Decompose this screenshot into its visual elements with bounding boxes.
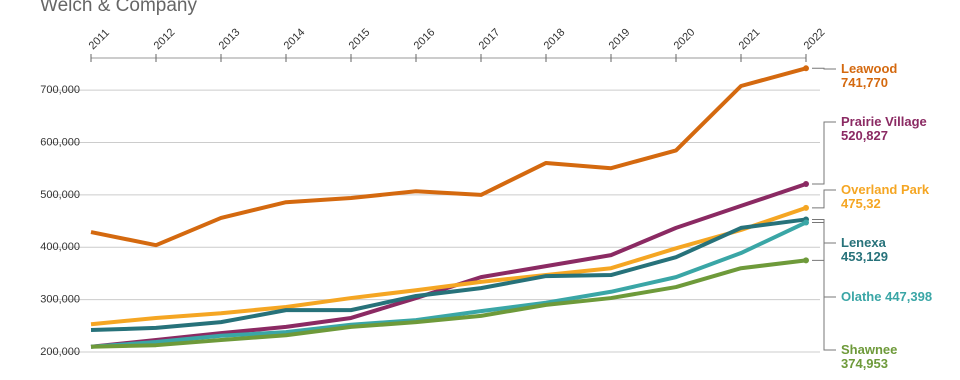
source: Welch & Company bbox=[40, 0, 197, 16]
leader-line bbox=[812, 121, 836, 185]
series-label: Shawnee 374,953 bbox=[841, 343, 933, 371]
value-label: 741,770 bbox=[841, 75, 888, 90]
value-label: 453,129 bbox=[841, 249, 888, 264]
x-tick-label: 2022 bbox=[802, 26, 828, 52]
x-tick-label: 2016 bbox=[412, 26, 438, 52]
y-tick-label: 400,000 bbox=[40, 241, 80, 253]
legend-entry: Olathe bbox=[841, 289, 882, 304]
series-line bbox=[90, 205, 807, 327]
series-line bbox=[90, 66, 807, 248]
series-label: Lenexa 453,129 bbox=[841, 236, 933, 264]
leader-line bbox=[812, 189, 836, 209]
series-line bbox=[90, 258, 807, 349]
end-point bbox=[803, 65, 809, 72]
end-point bbox=[803, 219, 809, 226]
y-tick-label: 200,000 bbox=[40, 346, 80, 358]
end-point bbox=[803, 204, 809, 211]
legend-entry: Overland Park bbox=[841, 182, 930, 197]
end-point bbox=[803, 257, 809, 264]
legend-entry: Prairie Village bbox=[841, 114, 927, 129]
series-line bbox=[90, 220, 807, 349]
x-tick-label: 2015 bbox=[347, 26, 373, 52]
leader-line bbox=[812, 259, 836, 351]
x-tick-label: 2021 bbox=[737, 26, 763, 52]
y-tick-label: 300,000 bbox=[40, 294, 80, 306]
x-tick-label: 2013 bbox=[217, 26, 243, 52]
x-tick-label: 2018 bbox=[542, 26, 568, 52]
series-label: Leawood 741,770 bbox=[841, 62, 933, 90]
legend-entry: Shawnee bbox=[841, 342, 898, 357]
y-tick-label: 700,000 bbox=[40, 84, 80, 96]
y-tick-label: 600,000 bbox=[40, 136, 80, 148]
series-label: Overland Park 475,32 bbox=[841, 183, 933, 211]
series-line bbox=[90, 217, 807, 333]
x-tick-label: 2014 bbox=[282, 26, 308, 52]
series-label: Prairie Village 520,827 bbox=[841, 115, 933, 143]
x-tick-label: 2011 bbox=[87, 27, 112, 52]
x-tick-label: 2019 bbox=[607, 26, 633, 52]
end-point bbox=[803, 181, 809, 188]
x-tick-label: 2017 bbox=[477, 26, 503, 52]
leader-line bbox=[812, 221, 836, 298]
x-tick-label: 2012 bbox=[152, 26, 178, 52]
leader-line bbox=[812, 67, 836, 70]
value-label: 447,398 bbox=[885, 289, 933, 304]
x-tick-label: 2020 bbox=[672, 26, 698, 52]
value-label: 475,32 bbox=[841, 196, 881, 211]
series-label: Olathe 447,398 bbox=[841, 290, 933, 304]
legend-entry: Leawood bbox=[841, 61, 898, 76]
value-label: 520,827 bbox=[841, 128, 888, 143]
legend-entry: Lenexa bbox=[841, 235, 886, 250]
value-label: 374,953 bbox=[841, 356, 888, 371]
y-tick-label: 500,000 bbox=[40, 189, 80, 201]
